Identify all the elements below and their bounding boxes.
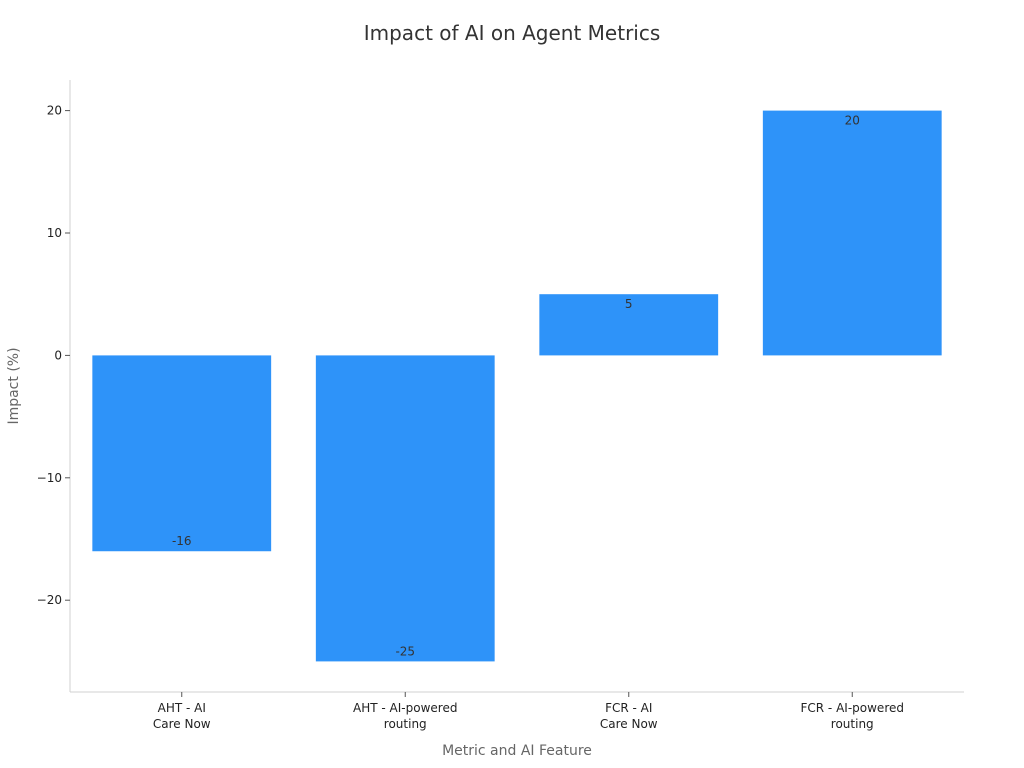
- x-axis-ticks: AHT - AI Care Now AHT - AI-powered routing F…: [153, 692, 904, 731]
- y-axis-title: Impact (%): [6, 347, 22, 424]
- bar-value-label: -16: [172, 534, 192, 548]
- y-axis-ticks: −20 −10 0 10 20: [37, 104, 70, 607]
- y-tick-label: 20: [47, 104, 62, 118]
- x-tick-label: FCR - AI-powered routing: [801, 701, 904, 731]
- y-tick-label: −20: [37, 593, 62, 607]
- x-tick-label: AHT - AI Care Now: [153, 701, 211, 731]
- bar: [539, 294, 719, 356]
- bar-value-label: 5: [625, 297, 633, 311]
- y-tick-label: 0: [54, 348, 62, 362]
- x-tick-label: FCR - AI Care Now: [600, 701, 658, 731]
- x-axis-title: Metric and AI Feature: [442, 743, 592, 759]
- bar-value-label: 20: [845, 114, 860, 128]
- bars-group: -16 -25 5 20: [92, 110, 942, 662]
- bar: [92, 355, 272, 552]
- chart-title: Impact of AI on Agent Metrics: [364, 21, 661, 45]
- y-tick-label: −10: [37, 471, 62, 485]
- y-tick-label: 10: [47, 226, 62, 240]
- bar: [315, 355, 495, 662]
- bar: [762, 110, 942, 356]
- x-tick-label: AHT - AI-powered routing: [353, 701, 457, 731]
- bar-value-label: -25: [395, 644, 415, 658]
